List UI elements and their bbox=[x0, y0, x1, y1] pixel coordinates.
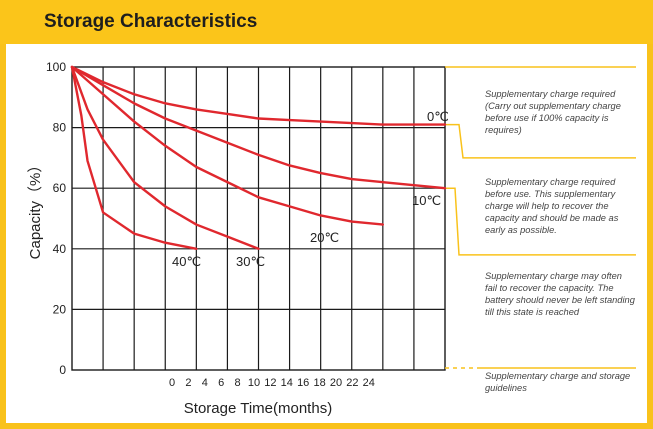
y-tick-label: 60 bbox=[53, 181, 67, 195]
x-tick-label: 8 bbox=[235, 377, 241, 389]
y-tick-label: 80 bbox=[53, 121, 67, 135]
x-tick-label: 12 bbox=[264, 377, 276, 389]
header-bar: Storage Characteristics bbox=[0, 0, 653, 44]
y-axis-label: Capacity（%） bbox=[27, 158, 44, 260]
series-label: 20℃ bbox=[310, 230, 339, 245]
series-line bbox=[70, 65, 198, 251]
series-line bbox=[70, 65, 260, 251]
x-tick-label: 0 bbox=[169, 377, 175, 389]
x-tick-label: 18 bbox=[313, 377, 325, 389]
series-label: 30℃ bbox=[236, 254, 265, 269]
x-tick-label: 14 bbox=[281, 377, 293, 389]
series-label: 0℃ bbox=[427, 109, 449, 124]
x-tick-label: 10 bbox=[248, 377, 260, 389]
x-tick-label: 24 bbox=[363, 377, 375, 389]
x-tick-label: 6 bbox=[218, 377, 224, 389]
series-label: 10℃ bbox=[412, 193, 441, 208]
series-line bbox=[70, 65, 385, 226]
x-tick-label: 20 bbox=[330, 377, 342, 389]
series-line bbox=[70, 65, 447, 190]
x-axis-label: Storage Time(months) bbox=[184, 400, 332, 417]
zone-line-40 bbox=[445, 187, 636, 256]
x-tick-label: 22 bbox=[346, 377, 358, 389]
note-guidelines: Supplementary charge and storage guideli… bbox=[485, 371, 631, 393]
y-tick-label: 100 bbox=[46, 60, 66, 74]
x-tick-label: 2 bbox=[185, 377, 191, 389]
y-tick-label: 20 bbox=[53, 302, 67, 316]
note-zone-2: Supplementary charge required before use… bbox=[485, 177, 619, 235]
zone-line-80 bbox=[445, 123, 636, 159]
y-tick-label: 0 bbox=[59, 363, 66, 377]
series-line bbox=[70, 65, 447, 126]
x-tick-label: 4 bbox=[202, 377, 208, 389]
note-zone-3: Supplementary charge may often fail to r… bbox=[485, 271, 635, 317]
chart-title: Storage Characteristics bbox=[44, 11, 258, 32]
x-tick-label: 16 bbox=[297, 377, 309, 389]
note-zone-1: Supplementary charge required (Carry out… bbox=[485, 89, 621, 135]
y-tick-label: 40 bbox=[53, 242, 67, 256]
series-label: 40℃ bbox=[172, 254, 201, 269]
